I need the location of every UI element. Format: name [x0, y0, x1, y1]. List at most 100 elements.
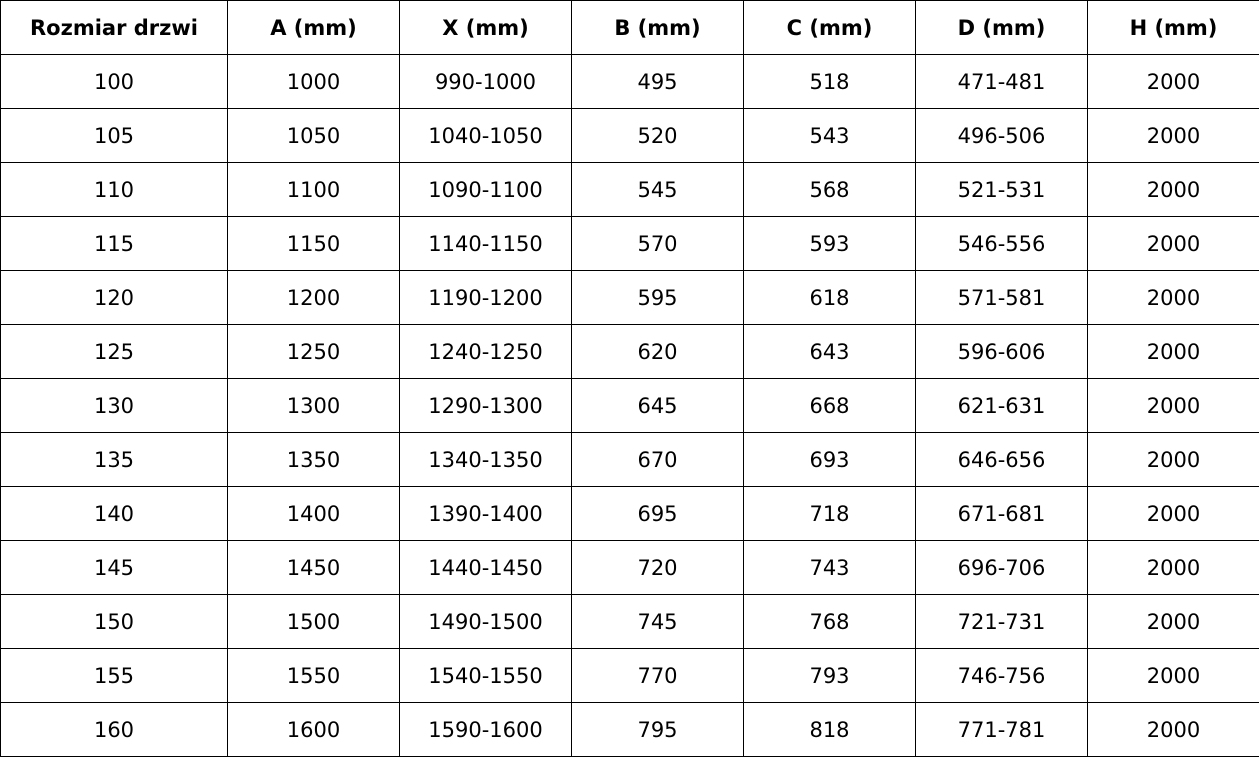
table-row: 115 1150 1140-1150 570 593 546-556 2000: [0, 216, 1259, 271]
table-cell: 125: [0, 324, 228, 379]
table-cell: 768: [743, 594, 916, 649]
table-cell: 546-556: [915, 216, 1088, 271]
table-row: 130 1300 1290-1300 645 668 621-631 2000: [0, 378, 1259, 433]
table-row: 160 1600 1590-1600 795 818 771-781 2000: [0, 702, 1259, 757]
header-row: Rozmiar drzwi A (mm) X (mm) B (mm) C (mm) D (…: [0, 0, 1259, 55]
table-row: 105 1050 1040-1050 520 543 496-506 2000: [0, 108, 1259, 163]
table-cell: 570: [571, 216, 744, 271]
table-cell: 545: [571, 162, 744, 217]
table-cell: 1240-1250: [399, 324, 572, 379]
table-cell: 518: [743, 54, 916, 109]
table-row: 100 1000 990-1000 495 518 471-481 2000: [0, 54, 1259, 109]
table-cell: 771-781: [915, 702, 1088, 757]
table-cell: 1550: [227, 648, 400, 703]
table-cell: 990-1000: [399, 54, 572, 109]
column-header: H (mm): [1087, 0, 1259, 55]
table-cell: 793: [743, 648, 916, 703]
table-cell: 620: [571, 324, 744, 379]
table-cell: 1450: [227, 540, 400, 595]
table-cell: 496-506: [915, 108, 1088, 163]
table-cell: 670: [571, 432, 744, 487]
table-cell: 160: [0, 702, 228, 757]
table-cell: 1100: [227, 162, 400, 217]
table-cell: 1040-1050: [399, 108, 572, 163]
table-cell: 495: [571, 54, 744, 109]
table-row: 120 1200 1190-1200 595 618 571-581 2000: [0, 270, 1259, 325]
table-cell: 595: [571, 270, 744, 325]
table-cell: 2000: [1087, 540, 1259, 595]
table-cell: 618: [743, 270, 916, 325]
table-cell: 721-731: [915, 594, 1088, 649]
table-cell: 2000: [1087, 108, 1259, 163]
table-cell: 521-531: [915, 162, 1088, 217]
table-cell: 645: [571, 378, 744, 433]
table-cell: 140: [0, 486, 228, 541]
table-cell: 1050: [227, 108, 400, 163]
table-cell: 593: [743, 216, 916, 271]
table-cell: 568: [743, 162, 916, 217]
table-cell: 2000: [1087, 486, 1259, 541]
table-cell: 1090-1100: [399, 162, 572, 217]
table-cell: 1300: [227, 378, 400, 433]
table-row: 155 1550 1540-1550 770 793 746-756 2000: [0, 648, 1259, 703]
table-cell: 621-631: [915, 378, 1088, 433]
table-cell: 1150: [227, 216, 400, 271]
table-cell: 1200: [227, 270, 400, 325]
column-header: X (mm): [399, 0, 572, 55]
table-cell: 596-606: [915, 324, 1088, 379]
table-cell: 743: [743, 540, 916, 595]
table-cell: 1140-1150: [399, 216, 572, 271]
table-cell: 1600: [227, 702, 400, 757]
table-cell: 818: [743, 702, 916, 757]
table-cell: 720: [571, 540, 744, 595]
table-row: 135 1350 1340-1350 670 693 646-656 2000: [0, 432, 1259, 487]
table-cell: 1290-1300: [399, 378, 572, 433]
table-row: 125 1250 1240-1250 620 643 596-606 2000: [0, 324, 1259, 379]
table-cell: 770: [571, 648, 744, 703]
table-cell: 115: [0, 216, 228, 271]
table-cell: 1400: [227, 486, 400, 541]
table-cell: 643: [743, 324, 916, 379]
table-cell: 693: [743, 432, 916, 487]
table-cell: 1250: [227, 324, 400, 379]
table-row: 145 1450 1440-1450 720 743 696-706 2000: [0, 540, 1259, 595]
table-cell: 1390-1400: [399, 486, 572, 541]
table-row: 150 1500 1490-1500 745 768 721-731 2000: [0, 594, 1259, 649]
table-cell: 1350: [227, 432, 400, 487]
table-cell: 1540-1550: [399, 648, 572, 703]
table-cell: 695: [571, 486, 744, 541]
table-cell: 2000: [1087, 162, 1259, 217]
table-cell: 155: [0, 648, 228, 703]
table-cell: 145: [0, 540, 228, 595]
table-cell: 471-481: [915, 54, 1088, 109]
table-cell: 2000: [1087, 216, 1259, 271]
table-cell: 100: [0, 54, 228, 109]
table-cell: 1340-1350: [399, 432, 572, 487]
table-cell: 646-656: [915, 432, 1088, 487]
table-cell: 135: [0, 432, 228, 487]
table-cell: 1190-1200: [399, 270, 572, 325]
table-cell: 2000: [1087, 270, 1259, 325]
table-cell: 718: [743, 486, 916, 541]
table-cell: 1000: [227, 54, 400, 109]
table-cell: 1490-1500: [399, 594, 572, 649]
table-cell: 795: [571, 702, 744, 757]
table-cell: 2000: [1087, 432, 1259, 487]
table-body: 100 1000 990-1000 495 518 471-481 2000 105 1050 1…: [0, 54, 1259, 757]
table-cell: 120: [0, 270, 228, 325]
table-cell: 2000: [1087, 648, 1259, 703]
table-cell: 571-581: [915, 270, 1088, 325]
table-cell: 130: [0, 378, 228, 433]
table-cell: 150: [0, 594, 228, 649]
table-cell: 543: [743, 108, 916, 163]
table-row: 140 1400 1390-1400 695 718 671-681 2000: [0, 486, 1259, 541]
table-cell: 520: [571, 108, 744, 163]
column-header: A (mm): [227, 0, 400, 55]
table-row: 110 1100 1090-1100 545 568 521-531 2000: [0, 162, 1259, 217]
column-header: Rozmiar drzwi: [0, 0, 228, 55]
table-cell: 1500: [227, 594, 400, 649]
table-cell: 2000: [1087, 594, 1259, 649]
table-cell: 746-756: [915, 648, 1088, 703]
table-cell: 745: [571, 594, 744, 649]
table-cell: 2000: [1087, 324, 1259, 379]
